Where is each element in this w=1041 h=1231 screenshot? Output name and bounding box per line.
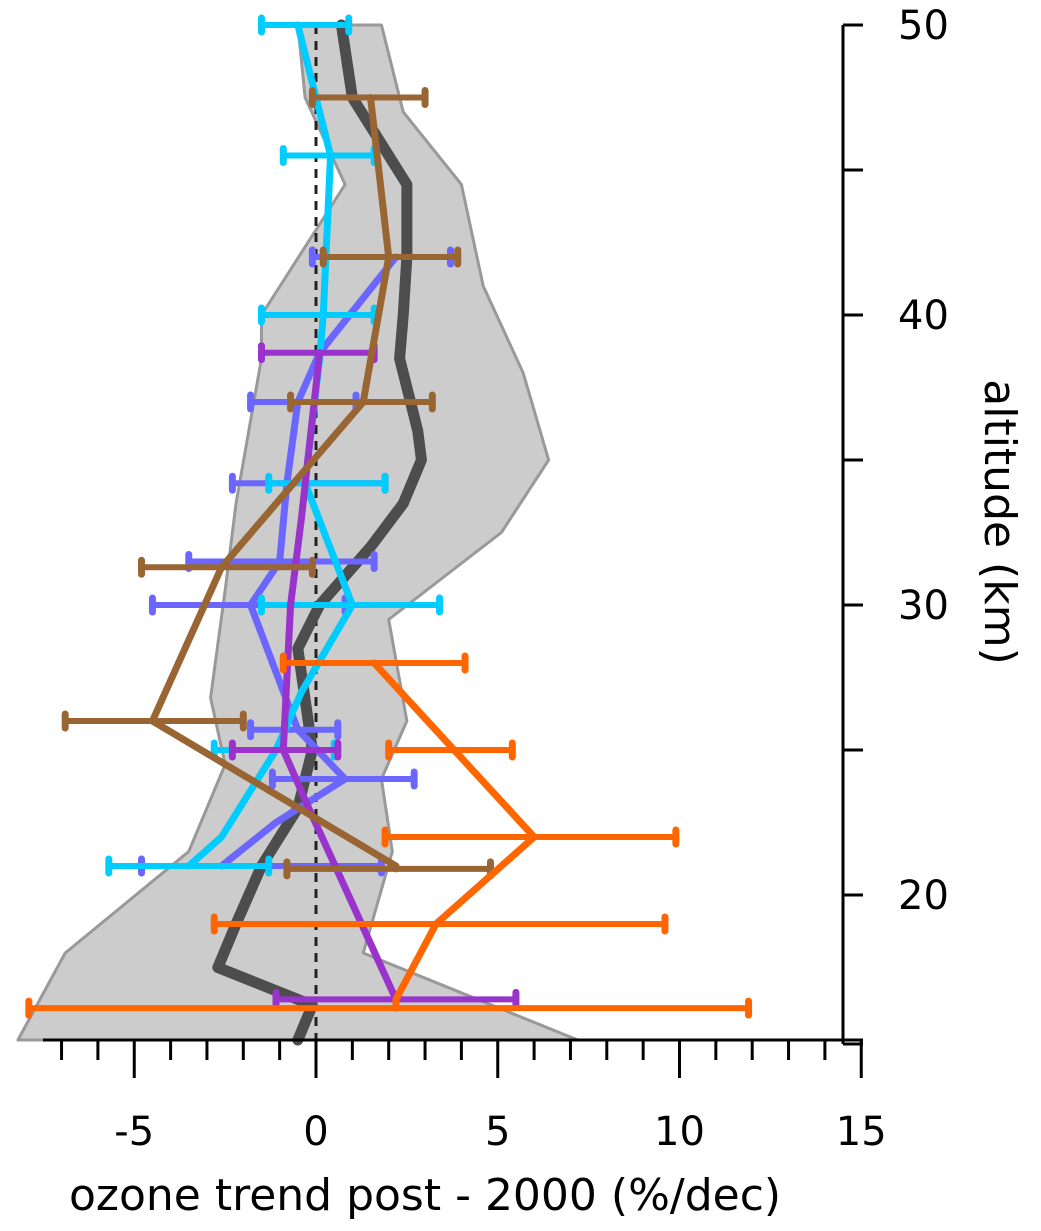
x-axis-title: ozone trend post - 2000 (%/dec) bbox=[69, 1170, 781, 1221]
y-tick-label: 50 bbox=[898, 3, 949, 49]
x-tick-label: 0 bbox=[303, 1109, 328, 1155]
series-line bbox=[185, 21, 356, 870]
series-line bbox=[148, 94, 400, 873]
series-group bbox=[25, 14, 753, 1046]
y-axis-title: altitude (km) bbox=[974, 379, 1025, 664]
x-tick-label: 5 bbox=[485, 1109, 510, 1155]
series-4 bbox=[61, 87, 494, 880]
series-line bbox=[217, 253, 400, 870]
series-0 bbox=[212, 19, 427, 1046]
x-axis: -5 0 5 10 15 bbox=[43, 1038, 887, 1155]
y-tick-label: 40 bbox=[898, 293, 949, 339]
x-tick-label: 10 bbox=[654, 1109, 705, 1155]
series-line bbox=[370, 659, 538, 1012]
y-tick-label: 20 bbox=[898, 873, 949, 919]
x-tick-label: 15 bbox=[836, 1109, 887, 1155]
series-line bbox=[279, 349, 400, 1003]
y-tick-label: 30 bbox=[898, 583, 949, 629]
series-2 bbox=[105, 14, 444, 877]
y-axis: 20 30 40 50 bbox=[841, 3, 949, 1046]
series-line bbox=[212, 19, 427, 1046]
x-tick-label: -5 bbox=[114, 1109, 154, 1155]
series-5 bbox=[25, 652, 753, 1019]
